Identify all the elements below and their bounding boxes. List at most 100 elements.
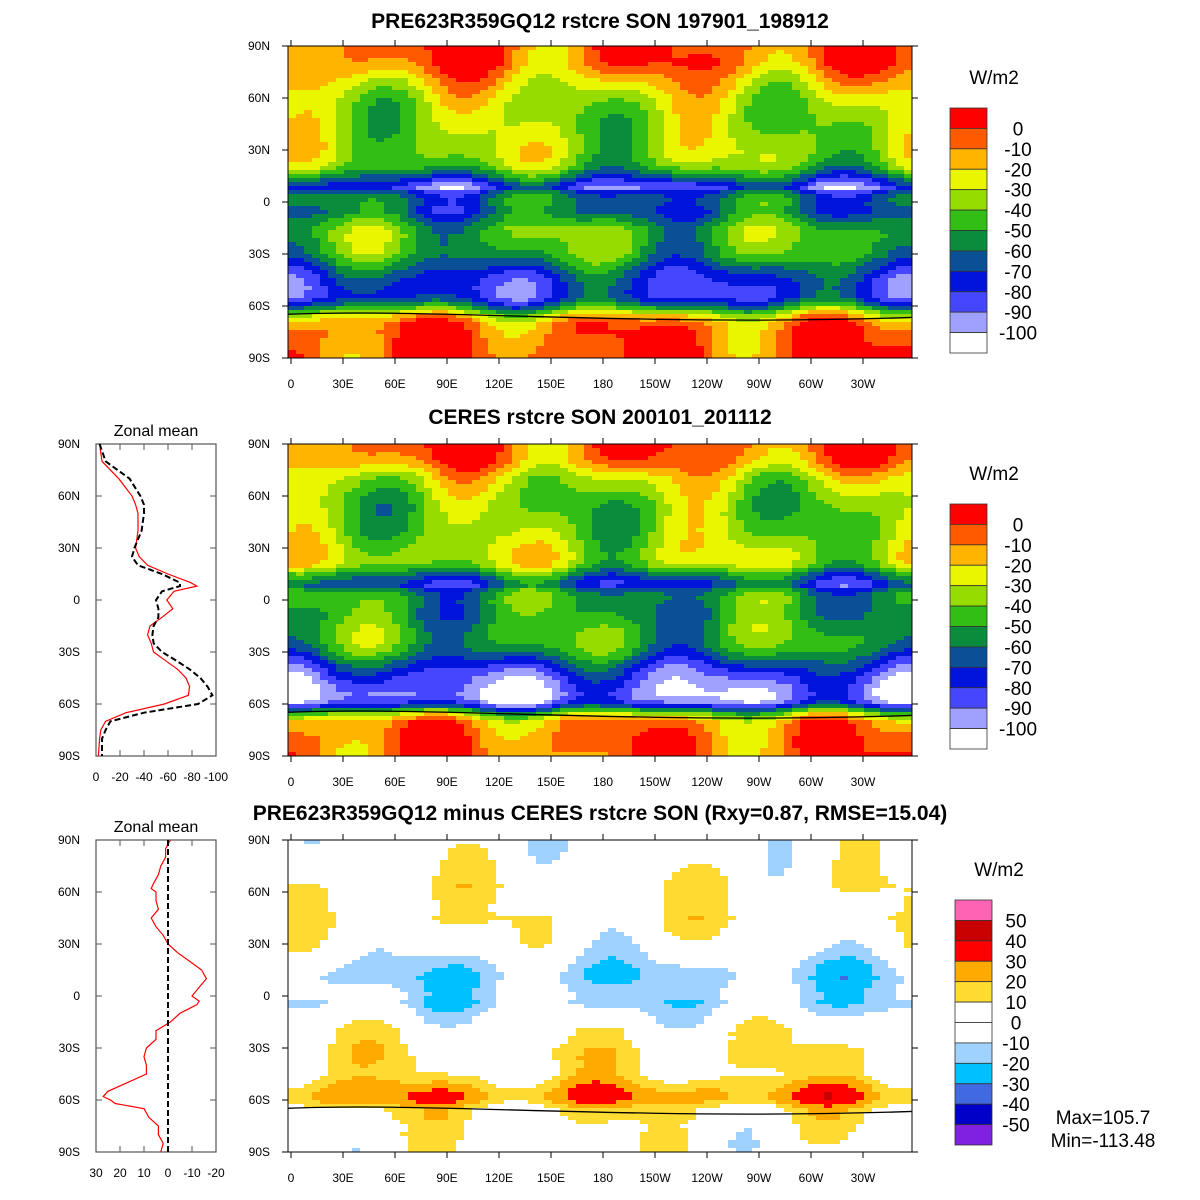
map-cell: [848, 158, 857, 163]
map-cell: [664, 86, 673, 91]
map-cell: [552, 242, 561, 247]
map-cell: [656, 190, 665, 195]
map-cell: [784, 222, 793, 227]
map-cell: [640, 238, 649, 243]
map-cell: [456, 270, 465, 275]
map-cell: [456, 106, 465, 111]
map-cell: [560, 58, 569, 63]
map-cell: [544, 258, 553, 263]
map-cell: [800, 82, 809, 87]
map-cell: [472, 58, 481, 63]
map-cell: [416, 134, 425, 139]
map-cell: [776, 126, 785, 131]
map-cell: [488, 282, 497, 287]
map-cell: [672, 66, 681, 71]
map-cell: [456, 170, 465, 175]
map-cell: [784, 294, 793, 299]
map-cell: [304, 134, 313, 139]
map-cell: [288, 178, 297, 183]
map-cell: [760, 46, 769, 51]
map-cell: [344, 226, 353, 231]
map-cell: [792, 214, 801, 219]
map-cell: [456, 90, 465, 95]
map-cell: [776, 90, 785, 95]
map-cell: [840, 262, 849, 267]
map-cell: [504, 274, 513, 279]
map-cell: [496, 246, 505, 251]
map-cell: [824, 258, 833, 263]
map-cell: [544, 214, 553, 219]
map-cell: [800, 118, 809, 123]
map-cell: [768, 266, 777, 271]
map-cell: [888, 142, 897, 147]
map-cell: [664, 214, 673, 219]
map-cell: [400, 234, 409, 239]
map-cell: [864, 86, 873, 91]
map-cell: [440, 254, 449, 259]
map-cell: [400, 266, 409, 271]
map-cell: [320, 122, 329, 127]
map-cell: [648, 78, 657, 83]
map-cell: [480, 94, 489, 99]
map-cell: [896, 130, 905, 135]
map-cell: [904, 206, 913, 211]
map-cell: [672, 102, 681, 107]
map-cell: [680, 114, 689, 119]
map-cell: [832, 162, 841, 167]
map-cell: [480, 102, 489, 107]
map-cell: [368, 66, 377, 71]
map-cell: [664, 78, 673, 83]
map-cell: [288, 290, 297, 295]
map-cell: [424, 258, 433, 263]
map-cell: [656, 202, 665, 207]
map-cell: [576, 82, 585, 87]
map-cell: [616, 118, 625, 123]
map-cell: [824, 290, 833, 295]
map-cell: [760, 270, 769, 275]
map-cell: [864, 186, 873, 191]
map-cell: [840, 130, 849, 135]
map-cell: [528, 226, 537, 231]
map-cell: [432, 98, 441, 103]
map-cell: [864, 106, 873, 111]
map-cell: [368, 82, 377, 87]
map-cell: [664, 138, 673, 143]
map-cell: [712, 94, 721, 99]
map-cell: [840, 174, 849, 179]
map-cell: [464, 146, 473, 151]
map-cell: [592, 102, 601, 107]
map-cell: [752, 202, 761, 207]
map-cell: [528, 98, 537, 103]
map-cell: [776, 222, 785, 227]
map-cell: [880, 214, 889, 219]
map-cell: [872, 134, 881, 139]
map-cell: [824, 158, 833, 163]
map-cell: [656, 178, 665, 183]
map-cell: [608, 298, 617, 303]
map-cell: [632, 122, 641, 127]
map-cell: [744, 246, 753, 251]
map-cell: [424, 274, 433, 279]
map-cell: [336, 250, 345, 255]
map-cell: [520, 270, 529, 275]
map-cell: [592, 182, 601, 187]
map-cell: [840, 158, 849, 163]
map-cell: [720, 210, 729, 215]
map-cell: [688, 158, 697, 163]
map-cell: [672, 138, 681, 143]
map-cell: [288, 170, 297, 175]
map-cell: [640, 226, 649, 231]
map-cell: [752, 190, 761, 195]
map-cell: [864, 242, 873, 247]
map-cell: [288, 46, 297, 51]
map-cell: [368, 178, 377, 183]
map-cell: [608, 138, 617, 143]
map-cell: [648, 278, 657, 283]
map-cell: [328, 62, 337, 67]
map-cell: [392, 70, 401, 75]
map-cell: [568, 154, 577, 159]
map-cell: [696, 98, 705, 103]
map-cell: [560, 166, 569, 171]
map-cell: [800, 186, 809, 191]
map-cell: [904, 150, 913, 155]
